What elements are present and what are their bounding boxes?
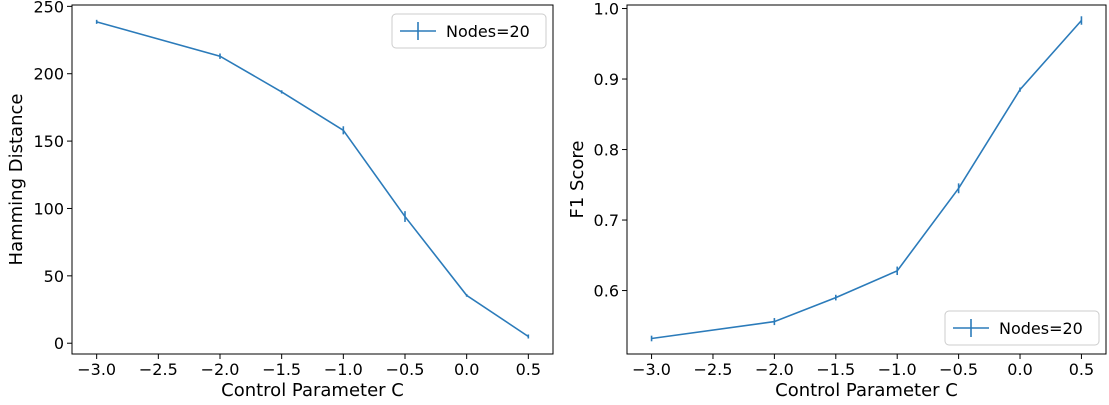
- x-axis-label: Control Parameter C: [775, 380, 958, 401]
- series-line: [652, 21, 1082, 339]
- legend: Nodes=20: [392, 14, 546, 48]
- x-tick-label: −2.5: [139, 360, 178, 379]
- plot-frame: [627, 5, 1106, 354]
- y-tick-label: 100: [33, 199, 64, 218]
- x-tick-label: −0.5: [939, 360, 978, 379]
- x-tick-label: −2.0: [755, 360, 794, 379]
- x-tick-label: −1.5: [262, 360, 301, 379]
- y-tick-label: 0: [54, 334, 64, 353]
- x-tick-label: 0.0: [454, 360, 479, 379]
- x-tick-label: −0.5: [386, 360, 425, 379]
- y-tick-label: 0.8: [594, 141, 619, 160]
- plot-frame: [72, 5, 553, 354]
- y-tick-label: 0.6: [594, 282, 619, 301]
- x-axis-label: Control Parameter C: [221, 380, 404, 401]
- y-tick-label: 200: [33, 65, 64, 84]
- y-tick-label: 150: [33, 132, 64, 151]
- x-tick-label: −3.0: [77, 360, 116, 379]
- legend-label: Nodes=20: [446, 22, 530, 41]
- x-tick-label: −3.0: [632, 360, 671, 379]
- f1-score-chart: −3.0 −2.5 −2.0 −1.5 −1.0 −0.5 0.0 0.5 0.6 0.7 0.8 0…: [567, 0, 1106, 401]
- x-tick-label: 0.5: [516, 360, 541, 379]
- x-tick-label: −1.0: [878, 360, 917, 379]
- hamming-distance-chart: −3.0 −2.5 −2.0 −1.5 −1.0 −0.5 0.0 0.5 0 50 100 150 2…: [6, 0, 553, 401]
- legend: Nodes=20: [945, 311, 1099, 345]
- y-axis-label: Hamming Distance: [6, 94, 27, 266]
- x-tick-label: −2.0: [201, 360, 240, 379]
- x-tick-label: −1.0: [324, 360, 363, 379]
- y-tick-label: 0.7: [594, 211, 619, 230]
- x-tick-label: −2.5: [694, 360, 733, 379]
- y-axis-label: F1 Score: [567, 141, 588, 219]
- y-tick-label: 250: [33, 0, 64, 16]
- x-tick-label: −1.5: [816, 360, 855, 379]
- series-line: [97, 22, 529, 337]
- x-tick-label: 0.5: [1069, 360, 1094, 379]
- y-tick-label: 50: [44, 267, 64, 286]
- y-tick-label: 1.0: [594, 0, 619, 19]
- y-tick-label: 0.9: [594, 70, 619, 89]
- x-tick-label: 0.0: [1007, 360, 1032, 379]
- legend-label: Nodes=20: [999, 319, 1083, 338]
